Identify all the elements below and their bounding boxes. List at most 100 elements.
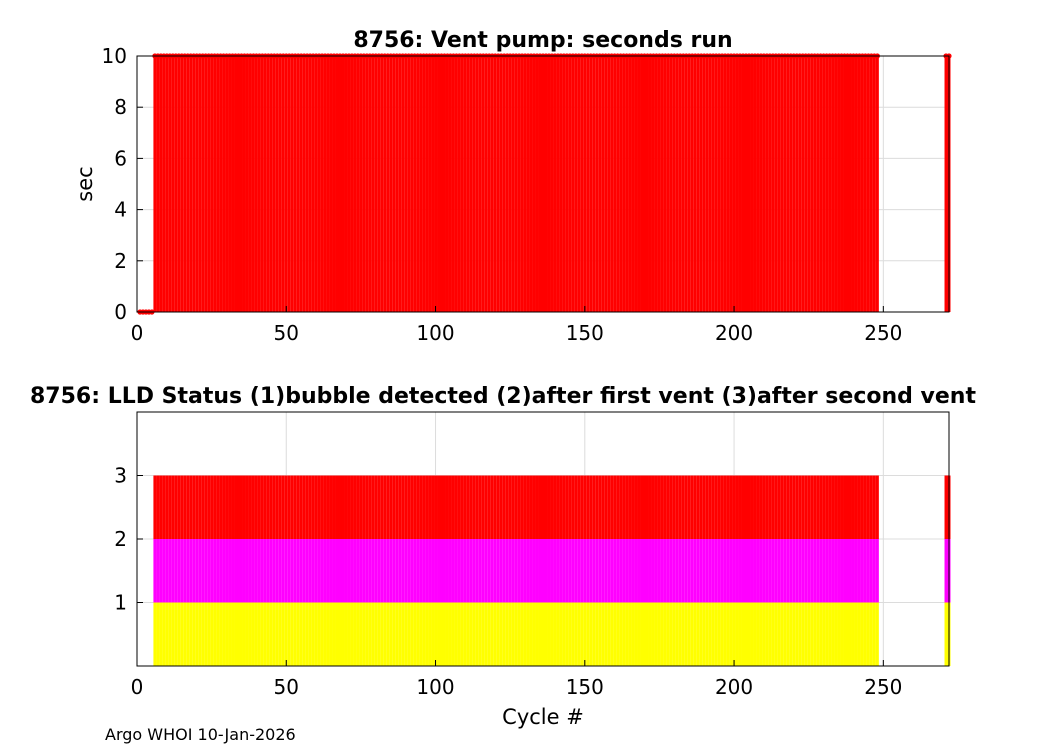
data-bar <box>281 475 285 539</box>
data-bar <box>239 602 243 666</box>
data-bar <box>744 475 748 539</box>
data-bar <box>875 56 879 312</box>
data-bar <box>165 475 169 539</box>
data-bar <box>350 56 354 312</box>
data-bar <box>326 56 330 312</box>
data-bar <box>532 539 536 603</box>
data-bar <box>386 475 390 539</box>
data-bar <box>374 602 378 666</box>
x-tick-label: 250 <box>864 675 902 699</box>
data-bar <box>210 475 214 539</box>
data-bar <box>834 56 838 312</box>
data-bar <box>222 475 226 539</box>
data-bar <box>165 56 169 312</box>
data-bar <box>204 602 208 666</box>
data-bar <box>765 475 769 539</box>
data-bar <box>460 56 464 312</box>
data-bar <box>287 475 291 539</box>
lld-status-chart: 8756: LLD Status (1)bubble detected (2)a… <box>30 384 976 729</box>
data-bar <box>207 539 211 603</box>
data-bar <box>263 539 267 603</box>
data-bar <box>822 602 826 666</box>
data-bar <box>228 56 232 312</box>
data-bar <box>669 539 673 603</box>
data-bar <box>347 475 351 539</box>
data-bar <box>335 56 339 312</box>
data-bar <box>825 475 829 539</box>
data-bar <box>425 602 429 666</box>
data-bar <box>410 475 414 539</box>
data-bar <box>254 475 258 539</box>
data-bar <box>846 602 849 666</box>
data-bar <box>944 602 948 666</box>
data-bar <box>723 56 727 312</box>
data-bar <box>153 56 157 312</box>
data-bar <box>726 475 730 539</box>
data-bar <box>744 56 748 312</box>
data-bar <box>192 475 196 539</box>
data-bar <box>359 56 363 312</box>
data-bar <box>356 539 360 603</box>
data-bar <box>872 539 876 603</box>
data-bar <box>816 539 820 603</box>
data-bar <box>628 539 632 603</box>
data-bar <box>789 602 793 666</box>
data-bar <box>583 56 587 312</box>
data-bar <box>538 602 542 666</box>
data-bar <box>645 475 649 539</box>
data-bar <box>466 602 470 666</box>
data-bar <box>678 539 682 603</box>
data-bar <box>798 602 802 666</box>
data-bar <box>153 539 157 603</box>
data-bar <box>866 539 870 603</box>
data-bar <box>559 602 563 666</box>
data-bar <box>690 539 694 603</box>
data-bar <box>171 539 175 603</box>
data-bar <box>478 475 482 539</box>
data-bar <box>783 475 787 539</box>
data-bar <box>314 539 318 603</box>
data-bar <box>768 56 772 312</box>
data-bar <box>341 56 345 312</box>
data-bar <box>257 539 261 603</box>
data-bar <box>631 56 635 312</box>
data-bar <box>681 475 685 539</box>
data-bar <box>383 475 387 539</box>
data-bar <box>478 56 482 312</box>
data-bar <box>248 539 252 603</box>
data-bar <box>311 475 315 539</box>
data-bar <box>678 56 682 312</box>
data-bar <box>595 56 599 312</box>
data-bar <box>648 56 652 312</box>
x-tick-label: 200 <box>715 321 753 345</box>
data-bar <box>266 539 270 603</box>
data-bar <box>487 475 491 539</box>
data-bar <box>640 56 644 312</box>
data-bar <box>780 56 784 312</box>
data-bar <box>681 56 685 312</box>
data-bar <box>377 56 381 312</box>
data-bar <box>616 539 620 603</box>
data-bar <box>708 475 712 539</box>
y-tick-label: 0 <box>114 300 127 324</box>
data-bar <box>159 56 163 312</box>
data-bar <box>607 56 611 312</box>
data-bar <box>750 602 754 666</box>
data-bar <box>613 602 617 666</box>
data-bar <box>296 539 300 603</box>
data-bar <box>517 539 521 603</box>
data-bar <box>714 539 718 603</box>
data-bar <box>422 539 426 603</box>
data-bar <box>395 602 399 666</box>
data-bar <box>604 602 608 666</box>
data-bar <box>314 475 318 539</box>
data-bar <box>843 475 847 539</box>
data-bar <box>783 602 787 666</box>
data-bar <box>374 539 378 603</box>
data-bar <box>404 539 408 603</box>
data-bar <box>875 475 879 539</box>
data-bar <box>281 602 285 666</box>
data-bar <box>478 539 482 603</box>
data-bar <box>502 475 506 539</box>
data-bar <box>434 56 438 312</box>
